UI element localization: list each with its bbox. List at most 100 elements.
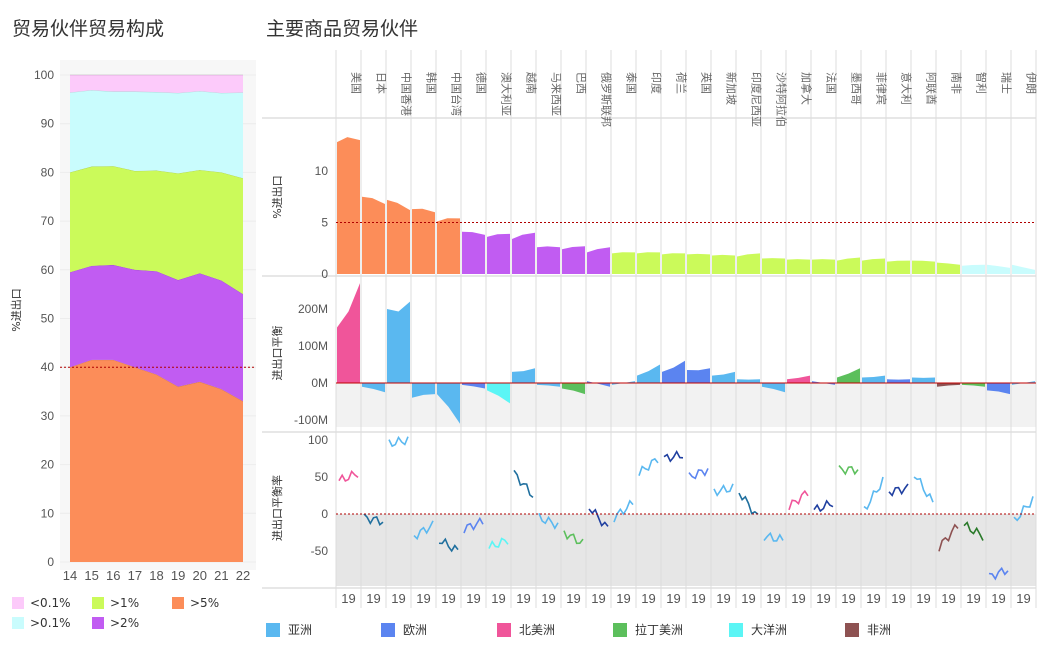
rate-line xyxy=(438,537,459,553)
rate-line xyxy=(863,476,884,511)
left-x-tick: 15 xyxy=(84,568,98,583)
share-area xyxy=(512,232,535,274)
legend-swatch xyxy=(845,622,859,637)
year-tick: 19 xyxy=(941,591,955,606)
rate-line xyxy=(763,531,784,542)
partner-label: 阿联酋 xyxy=(925,72,939,105)
partner-label: 菲律宾 xyxy=(875,72,889,105)
share-area xyxy=(562,246,585,274)
rate-line xyxy=(838,465,859,476)
share-area xyxy=(387,199,410,274)
legend-swatch xyxy=(12,617,24,629)
area-series-1 xyxy=(70,166,243,295)
rate-line xyxy=(538,513,559,530)
balance-area xyxy=(962,383,985,387)
share-area xyxy=(662,253,685,274)
left-y-tick: 40 xyxy=(41,360,55,374)
legend-swatch xyxy=(12,597,24,609)
rate-line xyxy=(338,469,359,482)
year-tick: 19 xyxy=(366,591,380,606)
share-area xyxy=(837,257,860,274)
rate-line xyxy=(663,450,684,463)
partner-label: 法国 xyxy=(825,72,839,94)
year-tick: 19 xyxy=(966,591,980,606)
share-y-tick: 0 xyxy=(321,267,328,281)
partner-label: 德国 xyxy=(475,72,489,94)
legend-item-gt01: >0.1% xyxy=(12,616,71,630)
rate-y-tick: 0 xyxy=(321,507,328,521)
partner-label: 俄罗斯联邦 xyxy=(600,72,613,127)
partner-label: 中国台湾 xyxy=(450,72,464,116)
legend-swatch xyxy=(172,597,184,609)
balance-area xyxy=(787,375,810,383)
partner-label: 瑞士 xyxy=(1000,72,1014,94)
partner-label: 新加坡 xyxy=(725,72,739,105)
balance-area xyxy=(687,368,710,383)
legend-item-europe: 欧洲 xyxy=(381,621,427,638)
rate-line xyxy=(938,523,959,552)
left-x-tick: 21 xyxy=(214,568,228,583)
left-y-tick: 80 xyxy=(41,165,55,179)
legend-swatch xyxy=(92,597,104,609)
share-area xyxy=(812,259,835,274)
area-series-01 xyxy=(70,90,243,179)
year-tick: 19 xyxy=(841,591,855,606)
year-tick: 19 xyxy=(791,591,805,606)
legend-label: >1% xyxy=(110,596,140,610)
legend-label: 欧洲 xyxy=(403,623,428,637)
rate-line xyxy=(1013,496,1034,522)
balance-area xyxy=(412,383,435,398)
rate-y-axis-label: 进出口平衡率 xyxy=(270,475,284,541)
right-chart-title: 主要商品贸易伙伴 xyxy=(266,18,419,40)
share-y-tick: 10 xyxy=(315,164,329,178)
legend-item-africa: 非洲 xyxy=(845,621,891,638)
rate-line xyxy=(413,520,434,541)
left-y-tick: 30 xyxy=(41,409,55,423)
rate-line xyxy=(488,537,509,549)
balance-area xyxy=(837,368,860,383)
share-area xyxy=(637,252,660,274)
share-area xyxy=(412,208,435,274)
rate-line xyxy=(888,483,909,497)
legend-label: >0.1% xyxy=(30,616,71,630)
rate-y-tick: -50 xyxy=(311,544,329,558)
partner-label: 智利 xyxy=(975,72,989,94)
balance-area xyxy=(762,383,785,393)
share-area xyxy=(862,258,885,274)
rate-line xyxy=(738,492,759,515)
partner-label: 中国香港 xyxy=(400,72,413,116)
left-y-tick: 50 xyxy=(41,312,55,326)
rate-line xyxy=(788,489,809,511)
year-tick: 19 xyxy=(1016,591,1030,606)
legend-label: 大洋洲 xyxy=(751,623,788,637)
year-tick: 19 xyxy=(741,591,755,606)
share-area xyxy=(537,246,560,274)
partner-label: 南非 xyxy=(950,72,963,94)
balance-y-tick: 200M xyxy=(298,302,328,316)
share-y-axis-label: %进出口 xyxy=(270,175,284,218)
legend-label: 拉丁美洲 xyxy=(635,623,684,637)
legend-swatch xyxy=(266,622,280,637)
balance-y-tick: 100M xyxy=(298,339,328,353)
share-area xyxy=(587,247,610,274)
balance-area xyxy=(712,371,735,383)
left-x-tick: 19 xyxy=(171,568,185,583)
balance-area xyxy=(362,383,385,393)
legend-swatch xyxy=(729,622,743,637)
partner-label: 日本 xyxy=(375,72,389,94)
year-tick: 19 xyxy=(641,591,655,606)
balance-area xyxy=(537,383,560,387)
left-x-tick: 16 xyxy=(106,568,120,583)
legend-label: 非洲 xyxy=(867,623,892,637)
year-tick: 19 xyxy=(916,591,930,606)
legend-swatch xyxy=(381,622,395,637)
share-area xyxy=(737,253,760,274)
rate-line xyxy=(513,469,534,499)
left-x-tick: 22 xyxy=(236,568,250,583)
left-chart-title: 贸易伙伴贸易构成 xyxy=(12,18,165,40)
legend-swatch xyxy=(92,617,104,629)
rate-line xyxy=(463,516,484,534)
legend-item-oceania: 大洋洲 xyxy=(729,621,787,638)
balance-area xyxy=(562,383,585,395)
legend-swatch xyxy=(497,622,511,637)
